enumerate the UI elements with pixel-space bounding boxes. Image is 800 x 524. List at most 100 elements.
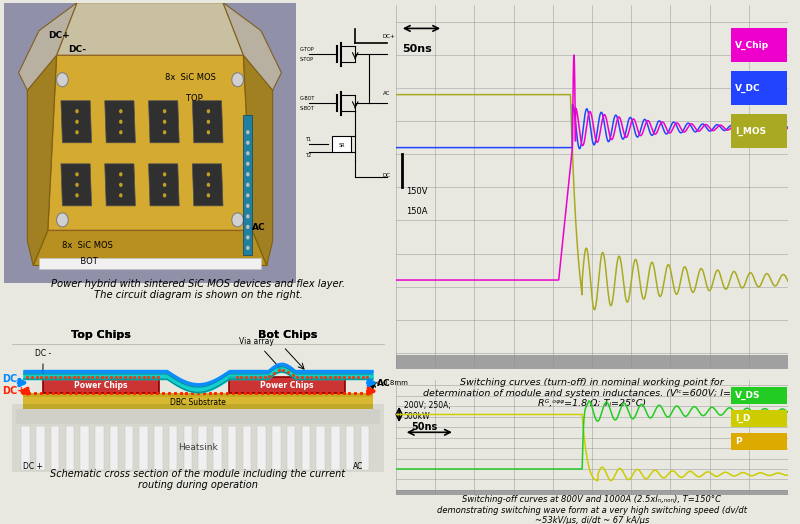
Text: 50ns: 50ns xyxy=(412,422,438,432)
Text: DC-: DC- xyxy=(2,374,22,384)
Bar xyxy=(258,426,266,471)
Bar xyxy=(287,426,295,471)
Text: Heatsink: Heatsink xyxy=(178,443,218,452)
Bar xyxy=(51,426,59,471)
Bar xyxy=(139,426,148,471)
Text: T2: T2 xyxy=(305,153,310,158)
Bar xyxy=(361,426,369,471)
Bar xyxy=(198,426,207,471)
Polygon shape xyxy=(149,101,179,143)
Text: AC: AC xyxy=(383,91,390,96)
Bar xyxy=(184,426,192,471)
Circle shape xyxy=(246,172,250,177)
Text: DC +: DC + xyxy=(23,462,43,471)
Polygon shape xyxy=(18,3,77,90)
Bar xyxy=(731,410,787,427)
Polygon shape xyxy=(48,55,252,231)
Bar xyxy=(12,405,384,472)
Circle shape xyxy=(246,183,250,187)
Circle shape xyxy=(119,193,122,198)
Bar xyxy=(316,426,325,471)
Circle shape xyxy=(246,204,250,208)
Bar xyxy=(22,426,30,471)
Circle shape xyxy=(75,119,78,124)
Circle shape xyxy=(119,119,122,124)
Bar xyxy=(302,426,310,471)
Polygon shape xyxy=(61,101,92,143)
Text: AC: AC xyxy=(354,462,363,471)
Circle shape xyxy=(206,119,210,124)
Text: BOT: BOT xyxy=(62,257,98,266)
Bar xyxy=(43,377,159,393)
Circle shape xyxy=(163,130,166,134)
Text: DC+: DC+ xyxy=(383,34,395,39)
Bar xyxy=(396,490,788,495)
Text: 150V: 150V xyxy=(406,187,427,196)
Bar xyxy=(16,409,380,423)
Text: S-TOP: S-TOP xyxy=(300,57,314,62)
Text: 150A: 150A xyxy=(406,207,427,216)
Polygon shape xyxy=(192,101,223,143)
Bar xyxy=(125,426,134,471)
Bar xyxy=(169,426,178,471)
Text: < 0,8mm: < 0,8mm xyxy=(374,380,407,386)
Bar xyxy=(731,433,787,450)
Bar xyxy=(12,328,384,344)
Bar xyxy=(110,426,118,471)
Text: Bot Chips: Bot Chips xyxy=(258,330,317,340)
Text: G-TOP: G-TOP xyxy=(300,47,314,52)
Bar xyxy=(154,426,162,471)
Bar xyxy=(346,426,354,471)
Circle shape xyxy=(206,109,210,113)
Bar xyxy=(396,355,788,369)
Polygon shape xyxy=(105,101,135,143)
Bar xyxy=(731,115,787,148)
Circle shape xyxy=(75,183,78,187)
Text: V_DC: V_DC xyxy=(735,83,761,93)
Polygon shape xyxy=(149,164,179,206)
Circle shape xyxy=(246,162,250,166)
Text: P: P xyxy=(735,437,742,446)
Bar xyxy=(213,426,222,471)
Text: I_MOS: I_MOS xyxy=(735,126,766,136)
Text: V_Chip: V_Chip xyxy=(735,40,770,50)
Circle shape xyxy=(75,130,78,134)
Bar xyxy=(36,426,45,471)
Text: Schematic cross section of the module including the current
routing during opera: Schematic cross section of the module in… xyxy=(50,468,346,490)
Circle shape xyxy=(75,193,78,198)
Circle shape xyxy=(246,151,250,156)
Text: Power Chips: Power Chips xyxy=(74,380,128,390)
Circle shape xyxy=(119,183,122,187)
Bar xyxy=(731,387,787,404)
Bar xyxy=(331,426,340,471)
Text: S-BOT: S-BOT xyxy=(300,106,314,111)
Bar xyxy=(23,397,373,404)
Text: DC -: DC - xyxy=(35,350,51,374)
Text: 500kW: 500kW xyxy=(404,412,430,421)
Polygon shape xyxy=(105,164,135,206)
Text: G-BOT: G-BOT xyxy=(300,96,315,101)
Bar xyxy=(272,426,281,471)
Circle shape xyxy=(232,73,243,86)
Circle shape xyxy=(119,172,122,177)
Text: DC+: DC+ xyxy=(2,386,26,396)
Polygon shape xyxy=(192,164,223,206)
Bar xyxy=(243,115,252,255)
Circle shape xyxy=(75,172,78,177)
Bar xyxy=(731,28,787,61)
Circle shape xyxy=(57,73,68,86)
Circle shape xyxy=(246,193,250,198)
Bar xyxy=(23,393,373,397)
Circle shape xyxy=(163,183,166,187)
Polygon shape xyxy=(243,55,273,266)
Polygon shape xyxy=(34,195,267,266)
Circle shape xyxy=(206,183,210,187)
Bar xyxy=(242,426,251,471)
Text: Via array: Via array xyxy=(238,337,281,369)
Polygon shape xyxy=(57,3,243,55)
Bar xyxy=(66,426,74,471)
Text: 50ns: 50ns xyxy=(402,43,432,53)
Text: T1: T1 xyxy=(305,137,310,142)
Text: TOP: TOP xyxy=(165,94,202,103)
Circle shape xyxy=(246,130,250,134)
